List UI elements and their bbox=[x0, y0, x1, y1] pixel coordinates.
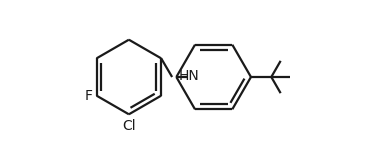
Text: F: F bbox=[84, 89, 92, 103]
Text: Cl: Cl bbox=[122, 119, 136, 133]
Text: HN: HN bbox=[179, 69, 200, 83]
